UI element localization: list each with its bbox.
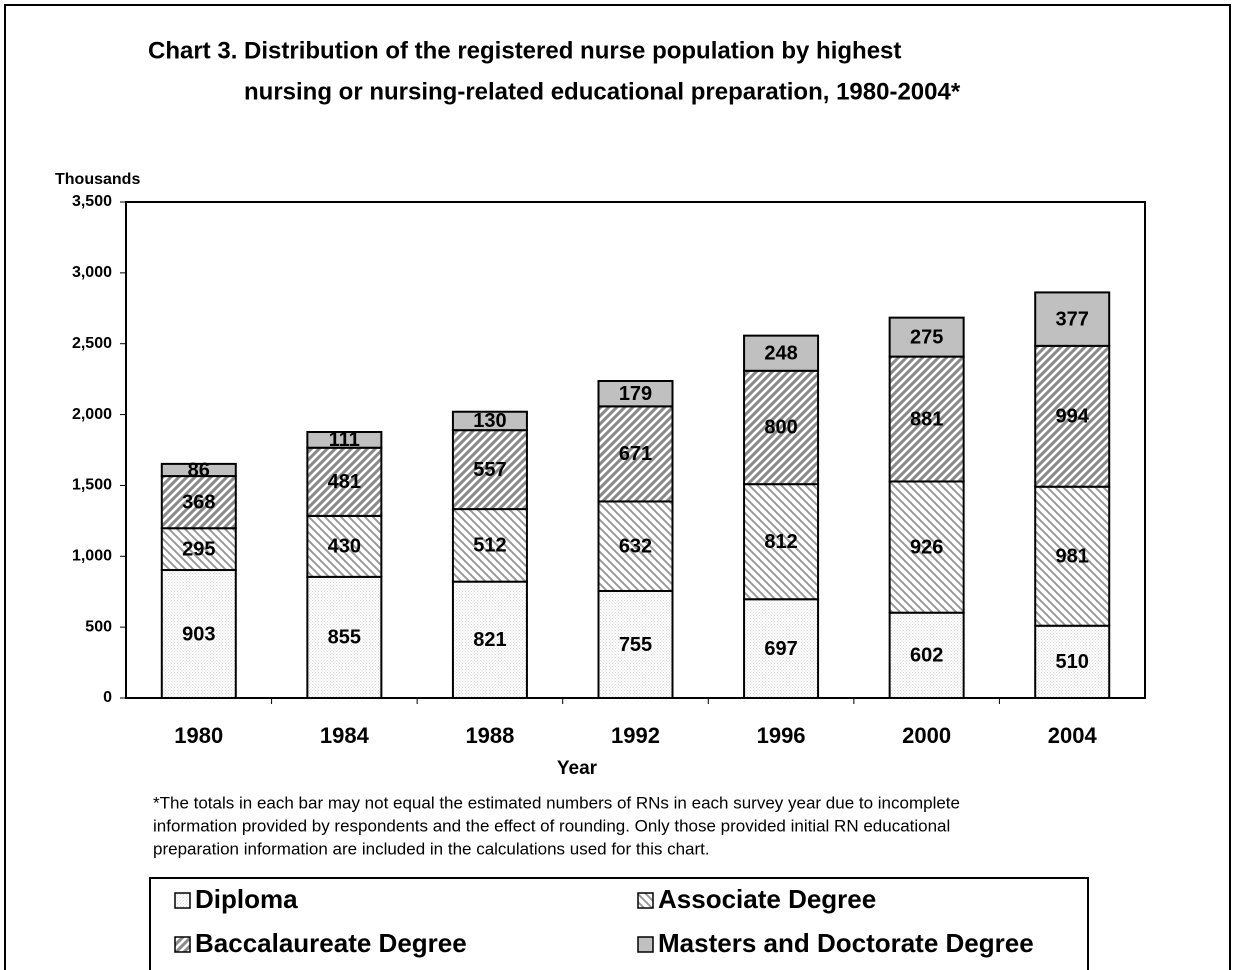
data-label: 926: [910, 536, 943, 558]
x-tick-label: 1992: [611, 723, 660, 748]
legend-label: Baccalaureate Degree: [195, 928, 467, 958]
data-label: 821: [473, 629, 506, 651]
x-tick-label: 1980: [174, 723, 223, 748]
frame: [4, 4, 1231, 970]
y-tick-label: 1,000: [72, 548, 112, 565]
y-tick-label: 0: [103, 689, 112, 706]
bar-segment: [1034, 291, 1111, 347]
data-label: 557: [473, 459, 506, 481]
y-tick-label: 2,000: [72, 406, 112, 423]
y-tick-label: 500: [85, 618, 112, 635]
data-label: 248: [764, 342, 797, 364]
footnote: preparation information are included in …: [153, 839, 710, 858]
data-label: 275: [910, 326, 943, 348]
footnote: *The totals in each bar may not equal th…: [153, 793, 960, 812]
bar-segment: [160, 462, 237, 478]
chart-title: Chart 3. Distribution of the registered …: [148, 37, 901, 64]
y-tick-label: 3,500: [72, 193, 112, 210]
data-label: 377: [1056, 308, 1089, 330]
data-label: 697: [764, 638, 797, 660]
bar-segment: [1034, 485, 1111, 627]
data-label: 602: [910, 645, 943, 667]
bar-segment: [1034, 344, 1111, 488]
legend-swatch: [174, 892, 191, 909]
data-label: 179: [619, 383, 652, 405]
data-label: 130: [473, 410, 506, 432]
bar-segment: [306, 446, 383, 517]
bar-segment: [888, 611, 965, 699]
bar-segment: [743, 483, 820, 601]
data-label: 632: [619, 536, 652, 558]
data-label: 430: [328, 536, 361, 558]
x-tick-label: 1988: [465, 723, 514, 748]
data-label: 86: [188, 459, 210, 481]
bar-segment: [743, 598, 820, 700]
bar-segment: [306, 431, 383, 449]
legend-swatch: [637, 936, 654, 953]
bar-segment: [597, 590, 674, 700]
data-label: 994: [1056, 406, 1090, 428]
x-tick-label: 1996: [757, 723, 806, 748]
bar-segment: [888, 316, 965, 358]
bar-segment: [451, 508, 528, 583]
footnote: information provided by respondents and …: [153, 816, 950, 835]
data-label: 512: [473, 535, 506, 557]
legend-label: Associate Degree: [658, 884, 876, 914]
data-label: 510: [1056, 651, 1089, 673]
y-tick-label: 3,000: [72, 264, 112, 281]
data-label: 295: [182, 538, 215, 560]
x-axis-label: Year: [557, 758, 598, 779]
data-label: 111: [329, 429, 360, 451]
bar-segment: [597, 379, 674, 408]
data-label: 671: [619, 443, 652, 465]
x-tick-label: 1984: [320, 723, 370, 748]
data-label: 881: [910, 408, 943, 430]
bar-segment: [1034, 624, 1111, 699]
legend-box: [149, 877, 1089, 970]
legend-swatch: [637, 892, 654, 909]
y-tick-label: 2,500: [72, 335, 112, 352]
data-label: 481: [328, 471, 361, 493]
data-label: 903: [182, 623, 215, 645]
bar-segment: [160, 475, 237, 530]
y-axis-label: Thousands: [55, 171, 140, 188]
bar-segment: [743, 334, 820, 372]
bar-segment: [888, 355, 965, 483]
bar-segment: [597, 405, 674, 503]
bar-segment: [597, 500, 674, 593]
y-tick-label: 1,500: [72, 477, 112, 494]
legend-swatch: [174, 936, 191, 953]
bar-segment: [306, 575, 383, 699]
data-label: 855: [328, 627, 361, 649]
data-label: 755: [619, 634, 652, 656]
bar-segment: [451, 410, 528, 432]
legend-label: Diploma: [195, 884, 298, 914]
bar-segment: [160, 569, 237, 699]
data-label: 368: [182, 491, 215, 513]
chart-title: nursing or nursing-related educational p…: [244, 78, 961, 105]
x-tick-label: 2004: [1048, 723, 1098, 748]
bar-segment: [888, 480, 965, 614]
data-label: 800: [764, 417, 797, 439]
x-tick-label: 2000: [902, 723, 951, 748]
bar-segment: [160, 527, 237, 572]
data-label: 981: [1056, 545, 1089, 567]
legend-label: Masters and Doctorate Degree: [658, 928, 1034, 958]
data-label: 812: [764, 531, 797, 553]
